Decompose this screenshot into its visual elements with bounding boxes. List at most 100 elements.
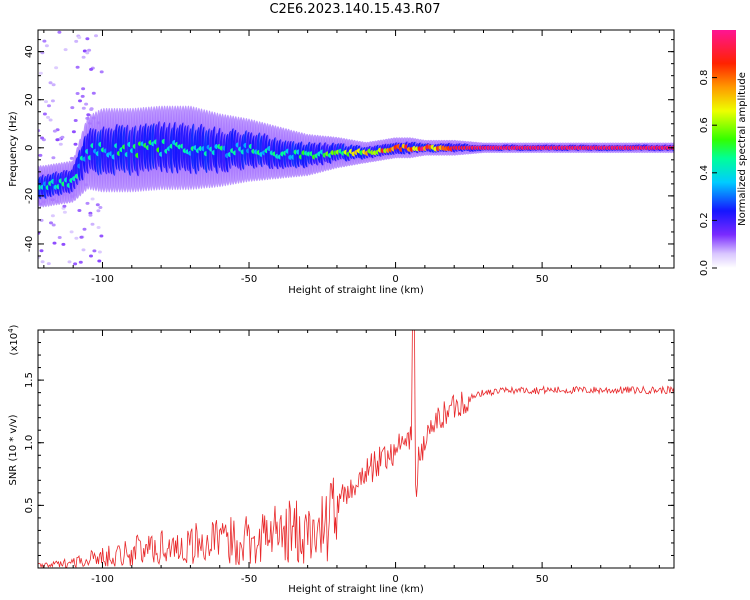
top-plot-frame bbox=[37, 29, 675, 269]
top-x-tick-label: 50 bbox=[536, 274, 549, 285]
top-x-tick-label: -100 bbox=[91, 274, 114, 285]
heatmap-noise-blob bbox=[98, 206, 103, 209]
heatmap-noise-blob bbox=[40, 136, 45, 140]
heatmap-noise-blob bbox=[97, 259, 102, 263]
heatmap-noise-blob bbox=[70, 106, 75, 110]
heatmap-noise-blob bbox=[85, 201, 90, 205]
heatmap-noise-blob bbox=[73, 262, 78, 266]
bottom-plot-frame bbox=[37, 329, 675, 569]
top-x-tick-label: 0 bbox=[392, 274, 398, 285]
bottom-y-axis-label: SNR (10 * v/v) bbox=[8, 414, 19, 485]
heatmap-noise-blob bbox=[96, 226, 101, 229]
heatmap-noise-blob bbox=[73, 142, 78, 146]
heatmap-noise-blob bbox=[48, 81, 53, 85]
heatmap-noise-blob bbox=[62, 210, 67, 214]
heatmap-noise-blob bbox=[44, 100, 48, 104]
heatmap-noise-blob bbox=[50, 99, 55, 103]
colorbar-tick-label: 0.6 bbox=[699, 117, 710, 133]
heatmap-noise-blob bbox=[95, 203, 100, 207]
top-y-tick-label: 0 bbox=[24, 145, 35, 151]
colorbar-tick-label: 0.8 bbox=[699, 70, 710, 86]
heatmap-noise-blob bbox=[79, 235, 84, 239]
heatmap-noise-blob bbox=[38, 129, 41, 133]
heatmap-noise-blob bbox=[60, 135, 65, 139]
heatmap-noise-blob bbox=[71, 130, 76, 134]
heatmap-noise-blob bbox=[94, 34, 98, 38]
colorbar bbox=[712, 30, 736, 268]
top-y-tick-label: -20 bbox=[24, 188, 35, 204]
heatmap-noise-blob bbox=[82, 49, 87, 53]
heatmap-noise-blob bbox=[74, 236, 79, 240]
heatmap-noise-blob bbox=[99, 70, 104, 74]
bottom-x-tick-label: -100 bbox=[91, 574, 114, 585]
colorbar-tick-label: 0.4 bbox=[699, 165, 710, 181]
heatmap-noise-blob bbox=[57, 30, 62, 34]
heatmap-noise-blob bbox=[78, 260, 83, 264]
heatmap-noise-blob bbox=[42, 112, 47, 116]
heatmap-noise-blob bbox=[87, 48, 92, 52]
colorbar-ticks: 0.0 0.2 0.4 0.6 0.8 bbox=[699, 70, 717, 276]
heatmap-noise-blob bbox=[52, 129, 57, 133]
heatmap-noise-blob bbox=[86, 113, 91, 117]
heatmap-noise-blob bbox=[52, 241, 57, 245]
colorbar-tick-label: 0.2 bbox=[699, 212, 710, 228]
heatmap-noise-blob bbox=[44, 44, 49, 48]
heatmap-noise-blob bbox=[96, 209, 101, 213]
heatmap-noise-blob bbox=[51, 223, 56, 227]
heatmap-noise-blob bbox=[63, 48, 68, 52]
heatmap-noise-blob bbox=[91, 91, 96, 95]
heatmap-noise-blob bbox=[89, 254, 93, 258]
top-x-tick-label: -50 bbox=[241, 274, 257, 285]
heatmap-noise-blob bbox=[48, 118, 53, 122]
heatmap-noise-blob bbox=[38, 71, 43, 75]
bottom-x-axis-label: Height of straight line (km) bbox=[288, 584, 424, 595]
heatmap-noise-blob bbox=[88, 213, 93, 217]
bottom-x-tick-label: -50 bbox=[241, 574, 257, 585]
y-scale-close: ) bbox=[9, 324, 20, 328]
heatmap-noise-blob bbox=[69, 156, 74, 160]
heatmap-noise-blob bbox=[81, 248, 86, 252]
heatmap-noise-blob bbox=[51, 83, 56, 87]
heatmap-noise-blob bbox=[47, 104, 51, 108]
heatmap-noise-blob bbox=[67, 260, 72, 264]
heatmap-noise-blob bbox=[89, 108, 94, 111]
top-x-axis-label: Height of straight line (km) bbox=[288, 285, 424, 296]
heatmap-noise-blob bbox=[57, 236, 62, 239]
bottom-x-tick-label: 0 bbox=[392, 574, 398, 585]
heatmap-noise-blob bbox=[38, 231, 41, 235]
bottom-y-tick-label: 1.5 bbox=[24, 372, 35, 388]
heatmap-noise-blob bbox=[75, 92, 80, 95]
heatmap-noise-blob bbox=[49, 221, 53, 225]
top-y-tick-label: 40 bbox=[24, 45, 35, 58]
colorbar-tick-label: 0.0 bbox=[699, 260, 710, 276]
heatmap-noise-blob bbox=[75, 65, 80, 69]
heatmap-noise-blob bbox=[80, 94, 85, 98]
heatmap-noise-blob bbox=[73, 119, 78, 122]
heatmap-noise-blob bbox=[81, 87, 86, 91]
heatmap-noise-blob bbox=[78, 99, 82, 103]
heatmap-noise-blob bbox=[99, 234, 104, 238]
heatmap-noise-blob bbox=[85, 37, 90, 41]
heatmap-noise-blob bbox=[90, 222, 95, 226]
heatmap-noise-blob bbox=[85, 51, 90, 55]
svg-text:(x104): (x104) bbox=[7, 324, 20, 355]
heatmap-noise-blob bbox=[39, 249, 44, 253]
top-y-axis-label: Frequency (Hz) bbox=[8, 111, 19, 187]
heatmap-noise-blob bbox=[46, 115, 50, 119]
y-scale-exponent: 4 bbox=[7, 328, 15, 333]
bottom-y-tick-label: 1.0 bbox=[24, 435, 35, 451]
heatmap-noise-blob bbox=[42, 39, 47, 43]
heatmap-noise-blob bbox=[82, 227, 87, 231]
heatmap-noise-blob bbox=[81, 106, 86, 110]
top-y-tick-label: 20 bbox=[24, 93, 35, 106]
heatmap-noise-blob bbox=[92, 249, 97, 253]
heatmap-noise-blob bbox=[69, 230, 74, 234]
heatmap-noise-blob bbox=[77, 36, 82, 39]
heatmap-noise-blob bbox=[40, 260, 45, 264]
heatmap-noise-blob bbox=[58, 142, 63, 146]
y-scale-multiplier: (x104) bbox=[7, 324, 20, 355]
heatmap-noise-blob bbox=[74, 39, 79, 43]
colorbar-label: Normalized spectral amplitude bbox=[737, 72, 748, 226]
heatmap-noise-blob bbox=[38, 153, 43, 157]
